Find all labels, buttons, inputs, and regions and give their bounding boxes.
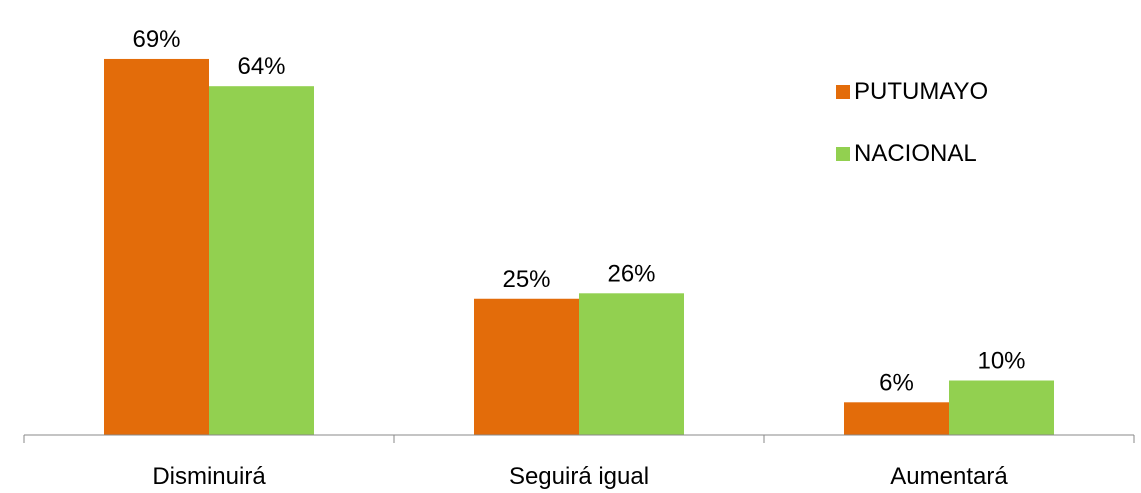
x-tick-label-2: Aumentará xyxy=(890,463,1008,490)
legend-item-nacional: NACIONAL xyxy=(836,138,988,170)
data-label-putumayo-1: 25% xyxy=(502,266,550,293)
legend-label-putumayo: PUTUMAYO xyxy=(854,78,989,105)
bar-putumayo-1 xyxy=(474,298,579,435)
bar-nacional-2 xyxy=(949,380,1054,435)
legend-swatch-putumayo xyxy=(836,85,850,99)
bar-putumayo-0 xyxy=(104,58,209,435)
bar-putumayo-2 xyxy=(844,402,949,435)
data-label-nacional-0: 64% xyxy=(237,53,285,80)
legend-swatch-nacional xyxy=(836,147,850,161)
legend: PUTUMAYO NACIONAL xyxy=(836,76,988,200)
x-tick-label-1: Seguirá igual xyxy=(509,463,649,490)
data-label-putumayo-0: 69% xyxy=(132,26,180,53)
data-label-nacional-2: 10% xyxy=(977,348,1025,375)
legend-item-putumayo: PUTUMAYO xyxy=(836,76,988,108)
data-label-nacional-1: 26% xyxy=(607,260,655,287)
x-tick-label-0: Disminuirá xyxy=(152,463,266,490)
bar-nacional-0 xyxy=(209,86,314,435)
bar-nacional-1 xyxy=(579,293,684,435)
data-label-putumayo-2: 6% xyxy=(879,369,914,396)
legend-label-nacional: NACIONAL xyxy=(854,140,977,167)
